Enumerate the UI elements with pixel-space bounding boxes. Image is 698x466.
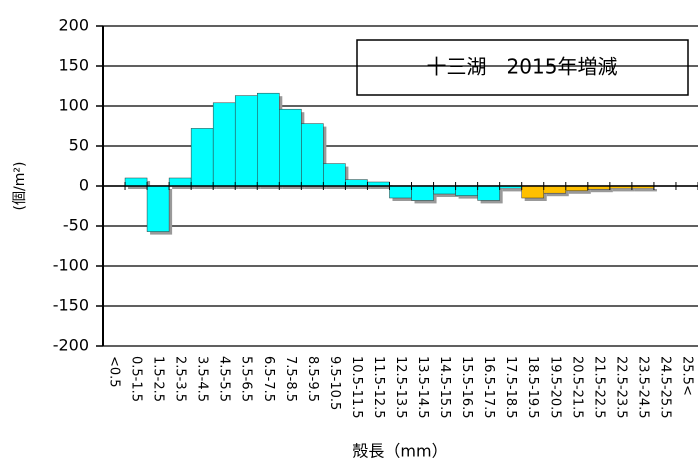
y-tick-label: -150 [53,296,89,315]
bar-shadow [634,189,657,192]
bar [543,185,567,194]
bar [212,102,236,187]
x-tick-label: 15.5-16.5 [459,356,474,419]
x-tick-label: 2.5-3.5 [173,356,188,402]
x-tick-label: 10.5-11.5 [349,356,364,419]
x-tick-label: 18.5-19.5 [525,356,540,419]
bar [389,185,412,199]
bar [411,185,434,201]
x-tick-label: 14.5-15.5 [437,356,452,419]
x-tick-label: 16.5-17.5 [481,356,496,419]
x-tick-label: 9.5-10.5 [327,356,342,410]
x-tick-label: 21.5-22.5 [591,356,606,419]
y-tick-label: 50 [69,136,89,155]
x-tick-label: 11.5-12.5 [371,356,386,419]
x-tick-label: 1.5-2.5 [151,356,166,402]
x-tick-label: 8.5-9.5 [305,356,320,402]
bar [234,95,258,187]
x-tick-label: 12.5-13.5 [393,356,408,419]
bar [433,185,456,195]
x-tick-label: 4.5-5.5 [217,356,232,402]
bar [323,163,346,187]
title-box [356,39,689,96]
x-tick-label: 7.5-8.5 [283,356,298,402]
y-tick-label: -100 [53,256,89,275]
y-tick-label: 150 [58,56,89,75]
x-tick-label: 24.5-25.5 [657,356,672,419]
y-tick-label: -50 [63,216,89,235]
x-tick-label: 19.5-20.5 [547,356,562,419]
y-tick-label: 100 [58,96,89,115]
y-axis-label: (個/m²) [12,162,28,211]
x-tick-label: 13.5-14.5 [415,356,430,419]
bar [168,177,192,187]
bar-shadow [612,189,635,192]
x-tick-label: <0.5 [107,356,122,388]
bar [521,185,544,199]
bar [146,185,170,232]
bar-shadow [370,185,393,189]
bar-shadow [590,189,613,193]
bar-shadow [568,189,591,194]
x-axis-label: 殻長（mm） [352,442,447,461]
bar [279,108,302,187]
x-tick-label: 23.5-24.5 [635,356,650,419]
x-tick-label: 22.5-23.5 [613,356,628,419]
bar [301,123,324,187]
bar [477,185,500,201]
bar [345,179,368,187]
bar [455,185,478,196]
x-tick-label: 3.5-4.5 [195,356,210,402]
x-tick-label: 25.5< [679,356,694,396]
x-tick-label: 5.5-6.5 [239,356,254,402]
y-tick-label: 200 [58,16,89,35]
bar [257,92,280,187]
x-tick-label: 20.5-21.5 [569,356,584,419]
bar-shadow [502,189,525,192]
bar [190,128,214,187]
x-tick-label: 0.5-1.5 [129,356,144,402]
y-tick-label: -200 [53,336,89,355]
y-tick-label: 0 [79,176,89,195]
x-tick-label: 6.5-7.5 [261,356,276,402]
bar [124,177,148,187]
x-tick-label: 17.5-18.5 [503,356,518,419]
